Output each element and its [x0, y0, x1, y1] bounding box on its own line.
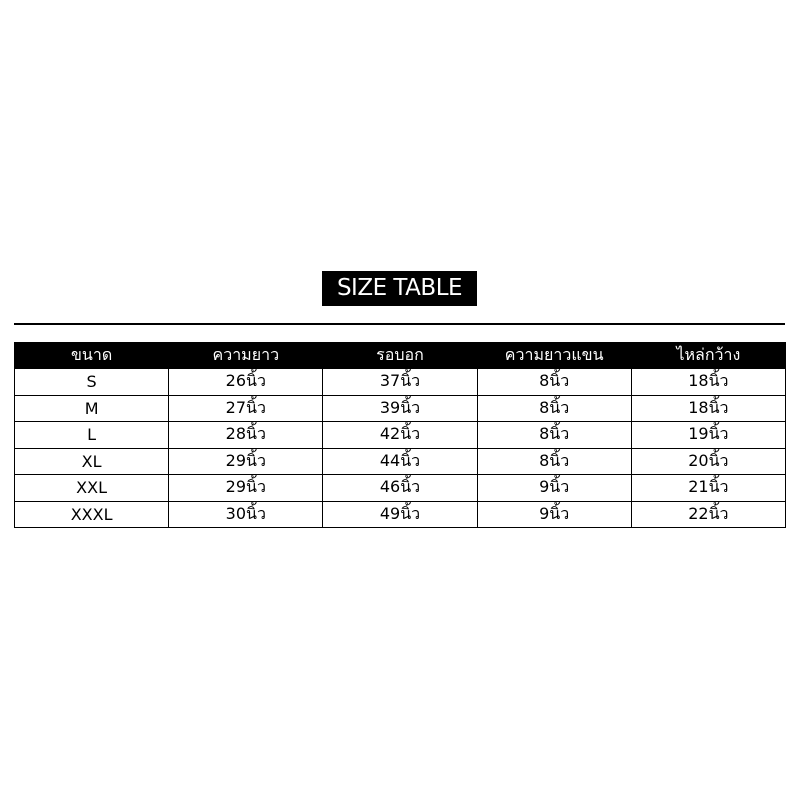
- table-row: XXXL 30นิ้ว 49นิ้ว 9นิ้ว 22นิ้ว: [13, 500, 787, 528]
- size-table: ขนาด ความยาว รอบอก ความยาวแขน ไหล่กว้าง S 26น…: [13, 342, 787, 528]
- table-cell: L: [13, 421, 170, 449]
- table-cell: 8นิ้ว: [476, 447, 632, 475]
- table-cell: 9นิ้ว: [476, 500, 632, 528]
- table-row: L 28นิ้ว 42นิ้ว 8นิ้ว 19นิ้ว: [13, 421, 787, 449]
- table-row: XXL 29นิ้ว 46นิ้ว 9นิ้ว 21นิ้ว: [13, 474, 787, 502]
- table-cell: 39นิ้ว: [322, 394, 478, 422]
- table-cell: 20นิ้ว: [630, 447, 787, 475]
- table-cell: 22นิ้ว: [630, 500, 787, 528]
- table-cell: 19นิ้ว: [630, 421, 787, 449]
- header-row: ขนาด ความยาว รอบอก ความยาวแขน ไหล่กว้าง: [13, 342, 787, 369]
- table-cell: 18นิ้ว: [630, 368, 787, 396]
- table-row: M 27นิ้ว 39นิ้ว 8นิ้ว 18นิ้ว: [13, 394, 787, 422]
- table-cell: 37นิ้ว: [322, 368, 478, 396]
- table-cell: 44นิ้ว: [322, 447, 478, 475]
- table-cell: 28นิ้ว: [168, 421, 324, 449]
- table-cell: 8นิ้ว: [476, 421, 632, 449]
- table-cell: XL: [13, 447, 170, 475]
- table-cell: 26นิ้ว: [168, 368, 324, 396]
- table-cell: XXXL: [13, 500, 170, 528]
- table-row: XL 29นิ้ว 44นิ้ว 8นิ้ว 20นิ้ว: [13, 447, 787, 475]
- table-cell: 27นิ้ว: [168, 394, 324, 422]
- column-header: ขนาด: [13, 342, 170, 369]
- table-cell: XXL: [13, 474, 170, 502]
- table-cell: S: [13, 368, 170, 396]
- table-cell: 30นิ้ว: [168, 500, 324, 528]
- table-cell: 42นิ้ว: [322, 421, 478, 449]
- divider: [14, 323, 785, 325]
- table-cell: 29นิ้ว: [168, 447, 324, 475]
- table-row: S 26นิ้ว 37นิ้ว 8นิ้ว 18นิ้ว: [13, 368, 787, 396]
- column-header: รอบอก: [322, 342, 478, 369]
- column-header: ความยาวแขน: [476, 342, 632, 369]
- table-cell: 29นิ้ว: [168, 474, 324, 502]
- table-cell: 18นิ้ว: [630, 394, 787, 422]
- table-cell: 49นิ้ว: [322, 500, 478, 528]
- column-header: ความยาว: [168, 342, 324, 369]
- table-cell: 8นิ้ว: [476, 394, 632, 422]
- table-cell: 9นิ้ว: [476, 474, 632, 502]
- table-cell: M: [13, 394, 170, 422]
- column-header: ไหล่กว้าง: [630, 342, 787, 369]
- size-table-title: SIZE TABLE: [322, 271, 477, 306]
- table-cell: 46นิ้ว: [322, 474, 478, 502]
- table-cell: 21นิ้ว: [630, 474, 787, 502]
- table-cell: 8นิ้ว: [476, 368, 632, 396]
